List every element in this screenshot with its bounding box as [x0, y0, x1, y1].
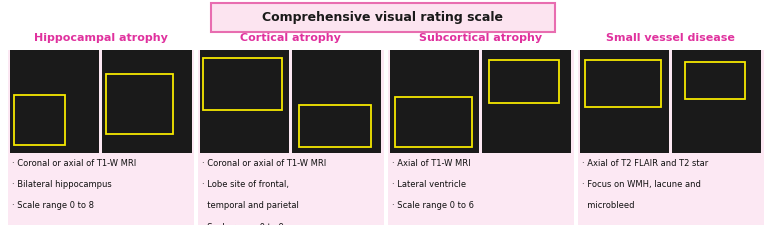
- Bar: [198, 50, 384, 225]
- Bar: [685, 62, 745, 99]
- Text: · Lobe site of frontal,: · Lobe site of frontal,: [202, 180, 290, 189]
- Text: Cortical atrophy: Cortical atrophy: [241, 33, 341, 43]
- Bar: [489, 60, 559, 103]
- Text: · Bilateral hippocampus: · Bilateral hippocampus: [12, 180, 112, 189]
- Text: · Focus on WMH, lacune and: · Focus on WMH, lacune and: [582, 180, 701, 189]
- Bar: [585, 60, 661, 108]
- Text: · Axial of T2 FLAIR and T2 star: · Axial of T2 FLAIR and T2 star: [582, 159, 709, 168]
- Text: Subcortical atrophy: Subcortical atrophy: [419, 33, 542, 43]
- Text: Small vessel disease: Small vessel disease: [606, 33, 735, 43]
- Text: · Coronal or axial of T1-W MRI: · Coronal or axial of T1-W MRI: [202, 159, 326, 168]
- Text: · Coronal or axial of T1-W MRI: · Coronal or axial of T1-W MRI: [12, 159, 136, 168]
- Bar: [200, 50, 290, 153]
- Bar: [673, 50, 761, 153]
- Text: Hippocampal atrophy: Hippocampal atrophy: [34, 33, 168, 43]
- Text: · Scale range 0 to 9: · Scale range 0 to 9: [202, 223, 284, 225]
- Text: microbleed: microbleed: [582, 201, 635, 210]
- Bar: [204, 58, 282, 110]
- Bar: [8, 50, 194, 225]
- Bar: [483, 50, 571, 153]
- Bar: [103, 50, 192, 153]
- FancyBboxPatch shape: [211, 3, 555, 32]
- Bar: [14, 95, 65, 145]
- Text: · Scale range 0 to 8: · Scale range 0 to 8: [12, 201, 94, 210]
- Bar: [578, 50, 764, 225]
- Text: · Scale range 0 to 6: · Scale range 0 to 6: [392, 201, 474, 210]
- Text: · Axial of T1-W MRI: · Axial of T1-W MRI: [392, 159, 471, 168]
- Text: · Lateral ventricle: · Lateral ventricle: [392, 180, 466, 189]
- Bar: [293, 50, 381, 153]
- Bar: [580, 50, 669, 153]
- Bar: [300, 105, 371, 147]
- Text: Comprehensive visual rating scale: Comprehensive visual rating scale: [263, 11, 503, 24]
- Text: temporal and parietal: temporal and parietal: [202, 201, 299, 210]
- Bar: [388, 50, 574, 225]
- Bar: [395, 97, 472, 147]
- Bar: [10, 50, 100, 153]
- Bar: [390, 50, 480, 153]
- Bar: [106, 74, 173, 134]
